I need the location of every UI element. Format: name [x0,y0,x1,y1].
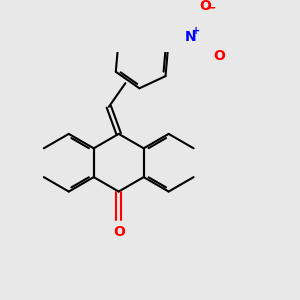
Text: +: + [192,26,200,36]
Text: −: − [206,2,216,14]
Text: O: O [113,225,124,239]
Text: O: O [213,50,225,64]
Text: N: N [184,30,196,44]
Text: O: O [199,0,211,13]
